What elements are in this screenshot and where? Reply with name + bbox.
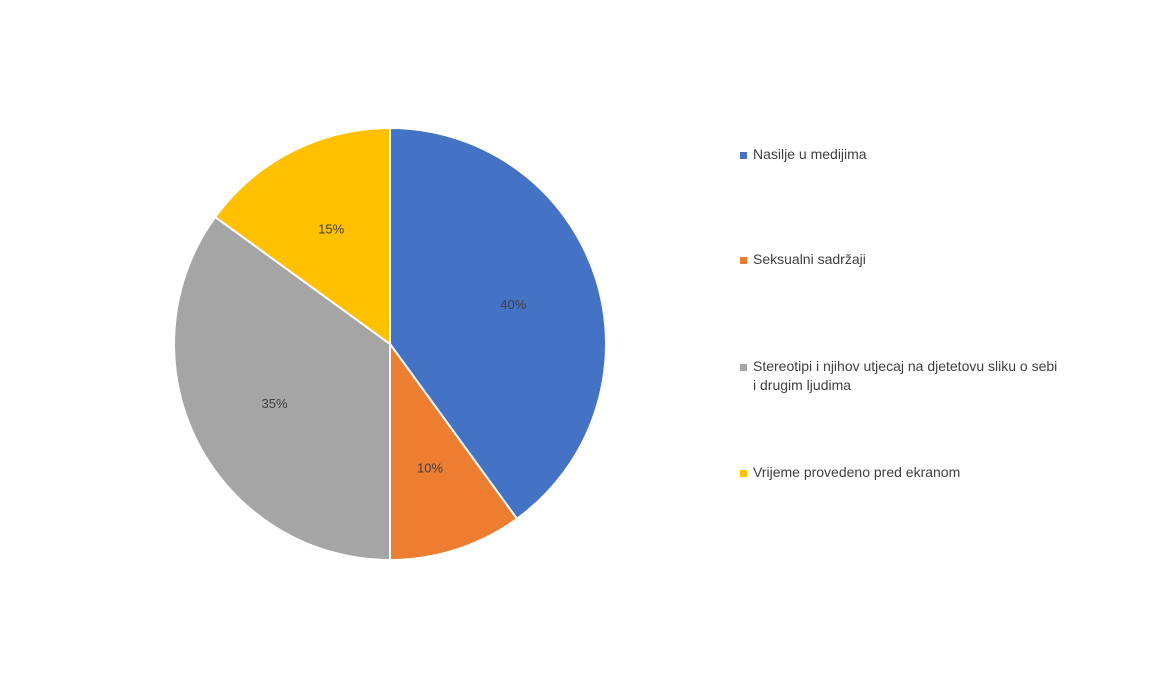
legend-item-2: Stereotipi i njihov utjecaj na djetetovu… [740, 357, 1060, 395]
legend-item-3: Vrijeme provedeno pred ekranom [740, 463, 1060, 482]
pie-slice-0 [389, 126, 607, 521]
legend-label-2: Stereotipi i njihov utjecaj na djetetovu… [753, 358, 1058, 393]
slice-data-label-1: 10% [417, 460, 443, 475]
legend-swatch-0 [740, 152, 747, 159]
legend-swatch-2 [740, 364, 747, 371]
legend-swatch-3 [740, 470, 747, 477]
pie-slice-2 [173, 215, 391, 562]
legend-item-0: Nasilje u medijima [740, 145, 1060, 164]
slice-data-label-3: 15% [318, 222, 344, 237]
legend-swatch-1 [740, 257, 747, 264]
legend-label-1: Seksualni sadržaji [753, 251, 866, 267]
legend-item-1: Seksualni sadržaji [740, 250, 1060, 269]
slice-data-label-0: 40% [500, 297, 526, 312]
slice-data-label-2: 35% [262, 396, 288, 411]
legend-label-3: Vrijeme provedeno pred ekranom [753, 464, 961, 480]
pie-slice-1 [389, 340, 519, 562]
legend-label-0: Nasilje u medijima [753, 146, 867, 162]
pie-slice-3 [213, 126, 391, 346]
